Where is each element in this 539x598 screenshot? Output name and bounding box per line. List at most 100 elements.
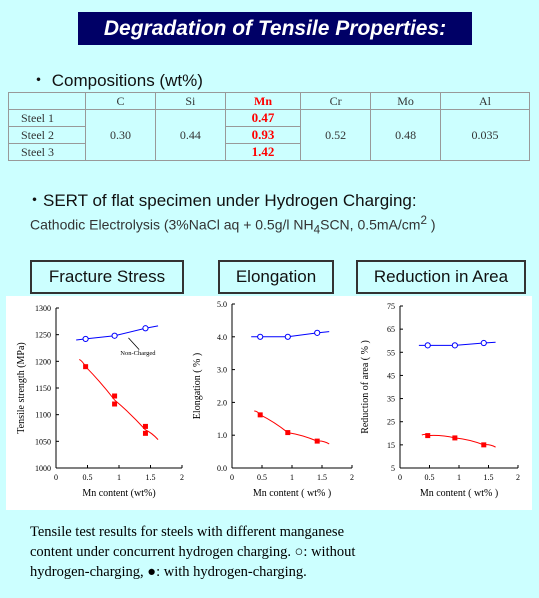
table-header: C [85, 92, 156, 110]
x-tick-label: 0.5 [257, 473, 267, 482]
y-tick-label: 5 [391, 464, 395, 473]
table-header: Mo [370, 92, 442, 110]
table-cell-c: 0.30 [85, 109, 156, 161]
steel-name: Steel 2 [8, 126, 86, 144]
x-axis-label: Mn content (wt%) [82, 488, 155, 499]
x-tick-label: 2 [350, 473, 354, 482]
data-point-filled [112, 401, 118, 407]
cathodic-suffix: ) [426, 216, 436, 233]
y-tick-label: 15 [387, 441, 395, 450]
data-point-open [314, 329, 321, 336]
data-point-open [480, 339, 487, 347]
table-cell-al: 0.035 [440, 109, 530, 161]
cathodic-prefix: Cathodic Electrolysis (3%NaCl aq + 0.5g/… [30, 216, 314, 233]
y-tick-label: 65 [387, 325, 395, 334]
data-point-filled [257, 412, 263, 418]
caption-line: hydrogen-charging, ●: with hydrogen-char… [30, 564, 307, 580]
x-tick-label: 1 [290, 473, 294, 482]
data-point-filled [142, 430, 148, 436]
data-point-filled [83, 364, 89, 370]
panel-title-fracture-stress: Fracture Stress [30, 260, 184, 294]
data-point-open [424, 342, 431, 349]
x-tick-label: 1.5 [146, 473, 156, 482]
plot-area: 1000 1050 1100 1150 1200 1250 1300 0 0.5 1 1.5 2 Mn … [6, 296, 532, 510]
data-point-open [257, 333, 264, 340]
y-tick-label: 1300 [35, 304, 51, 313]
compositions-heading: ・ Compositions (wt%) [30, 71, 203, 90]
x-tick-label: 2 [180, 473, 184, 482]
table-cell-mo: 0.48 [370, 109, 442, 161]
data-point-open [111, 332, 118, 339]
figure-caption: Tensile test results for steels with dif… [30, 522, 510, 582]
y-axis-label: Reduction of area ( % ) [360, 340, 371, 434]
steel-name: Steel 3 [8, 143, 86, 161]
y-tick-label: 55 [387, 348, 395, 357]
annotation-label: Non-Charged [120, 350, 156, 357]
x-axis-label: Mn content ( wt% ) [420, 488, 498, 499]
data-point-open [451, 342, 458, 349]
table-header: Al [440, 92, 530, 110]
y-tick-label: 25 [387, 418, 395, 427]
composition-table: C Si Mn Cr Mo Al Steel 1 0.30 0.44 0.47 … [8, 92, 530, 161]
x-tick-label: 0 [398, 473, 402, 482]
y-tick-label: 1000 [35, 464, 51, 473]
table-cell-cr: 0.52 [300, 109, 372, 161]
panel-title-reduction-in-area: Reduction in Area [356, 260, 526, 294]
y-axis-label: Elongation ( % ) [192, 353, 203, 419]
caption-line: Tensile test results for steels with dif… [30, 524, 345, 540]
sert-heading: ・SERT of flat specimen under Hydrogen Ch… [26, 191, 417, 210]
data-point-open [82, 335, 89, 343]
table-header: Si [154, 92, 226, 110]
x-axis-label: Mn content ( wt% ) [253, 488, 331, 499]
data-point-open [142, 325, 149, 332]
table-cell-mn: 0.93 [224, 126, 302, 144]
table-header: Mn [224, 92, 302, 110]
cathodic-middle: SCN, 0.5mA/cm [320, 216, 421, 233]
data-point-filled [314, 438, 320, 444]
y-tick-label: 75 [387, 302, 395, 311]
y-tick-label: 1200 [35, 357, 51, 366]
table-row: Steel 1 0.30 0.44 0.47 0.52 0.48 0.035 [8, 109, 530, 161]
table-cell-mn: 0.47 [224, 109, 302, 127]
data-point-filled [425, 433, 431, 439]
data-point-filled [142, 423, 148, 429]
y-tick-label: 3.0 [217, 366, 227, 375]
cathodic-condition: Cathodic Electrolysis (3%NaCl aq + 0.5g/… [30, 214, 436, 236]
y-tick-label: 1050 [35, 437, 51, 446]
x-tick-label: 1.5 [484, 473, 494, 482]
table-cell-mn: 1.42 [224, 143, 302, 161]
y-tick-label: 5.0 [217, 300, 227, 309]
data-point-open [284, 333, 291, 340]
data-point-filled [481, 442, 487, 448]
y-axis-label: Tensile strength (MPa) [16, 342, 27, 434]
x-tick-label: 0 [54, 473, 58, 482]
annotation-arrow [128, 337, 140, 350]
table-cell-si: 0.44 [154, 109, 226, 161]
page-title: Degradation of Tensile Properties: [78, 12, 472, 45]
x-tick-label: 0 [230, 473, 234, 482]
y-tick-label: 1.0 [217, 431, 227, 440]
x-tick-label: 2 [516, 473, 520, 482]
table-header: Cr [300, 92, 372, 110]
data-point-filled [285, 430, 291, 436]
y-tick-label: 0.0 [217, 464, 227, 473]
table-header-row: C Si Mn Cr Mo Al [8, 92, 530, 110]
y-tick-label: 1100 [35, 411, 51, 420]
table-row: Steel 3 1.42 [8, 143, 530, 161]
data-point-filled [452, 435, 458, 441]
series-line [79, 358, 159, 440]
x-tick-label: 1 [117, 473, 121, 482]
cathodic-subscript: 4 [313, 223, 321, 237]
y-tick-label: 4.0 [217, 333, 227, 342]
x-tick-label: 1.5 [317, 473, 327, 482]
cathodic-superscript: 2 [420, 214, 427, 227]
x-tick-label: 0.5 [83, 473, 93, 482]
caption-line: content under concurrent hydrogen chargi… [30, 544, 356, 560]
panel-title-elongation: Elongation [218, 260, 334, 294]
steel-name: Steel 1 [8, 109, 86, 127]
y-tick-label: 45 [387, 371, 395, 380]
y-tick-label: 35 [387, 395, 395, 404]
x-tick-label: 1 [457, 473, 461, 482]
y-tick-label: 1250 [35, 331, 51, 340]
